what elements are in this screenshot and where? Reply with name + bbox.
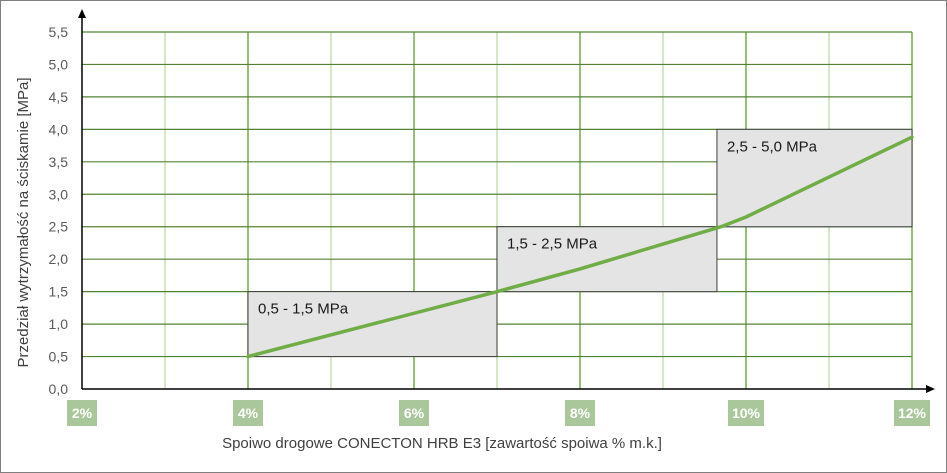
y-tick-label: 0,0	[49, 381, 69, 397]
y-tick-label: 1,5	[49, 284, 69, 300]
x-tick-label-bg	[894, 400, 930, 426]
x-tick-label-bg	[565, 400, 595, 426]
y-axis-title: Przedział wytrzymałość na ściskamie [MPa…	[15, 77, 32, 367]
x-tick-label: 6%	[404, 405, 425, 421]
range-label: 1,5 - 2,5 MPa	[507, 236, 598, 253]
x-tick-label: 8%	[570, 405, 591, 421]
range-box	[716, 128, 913, 228]
y-tick-label: 0,5	[49, 349, 69, 365]
x-tick-label-bg	[728, 400, 764, 426]
y-tick-label: 5,0	[49, 56, 69, 72]
y-tick-label: 2,0	[49, 251, 69, 267]
y-tick-label: 4,5	[49, 89, 69, 105]
range-label: 0,5 - 1,5 MPa	[258, 301, 349, 318]
x-tick-label: 12%	[898, 405, 927, 421]
y-tick-label: 4,0	[49, 121, 69, 137]
x-tick-label: 4%	[238, 405, 259, 421]
x-tick-label: 2%	[72, 405, 93, 421]
x-tick-label-bg	[67, 400, 97, 426]
x-tick-label: 10%	[732, 405, 761, 421]
y-tick-label: 3,0	[49, 186, 69, 202]
y-tick-label: 5,5	[49, 24, 69, 40]
y-tick-label: 1,0	[49, 316, 69, 332]
x-axis-title: Spoiwo drogowe CONECTON HRB E3 [zawartoś…	[222, 435, 662, 452]
y-tick-label: 2,5	[49, 219, 69, 235]
y-tick-label: 3,5	[49, 154, 69, 170]
x-tick-label-bg	[399, 400, 429, 426]
series-line	[246, 135, 914, 359]
y-axis-arrow	[78, 9, 86, 18]
x-tick-label-bg	[233, 400, 263, 426]
range-label: 2,5 - 5,0 MPa	[727, 138, 818, 155]
x-axis-arrow	[926, 385, 935, 393]
